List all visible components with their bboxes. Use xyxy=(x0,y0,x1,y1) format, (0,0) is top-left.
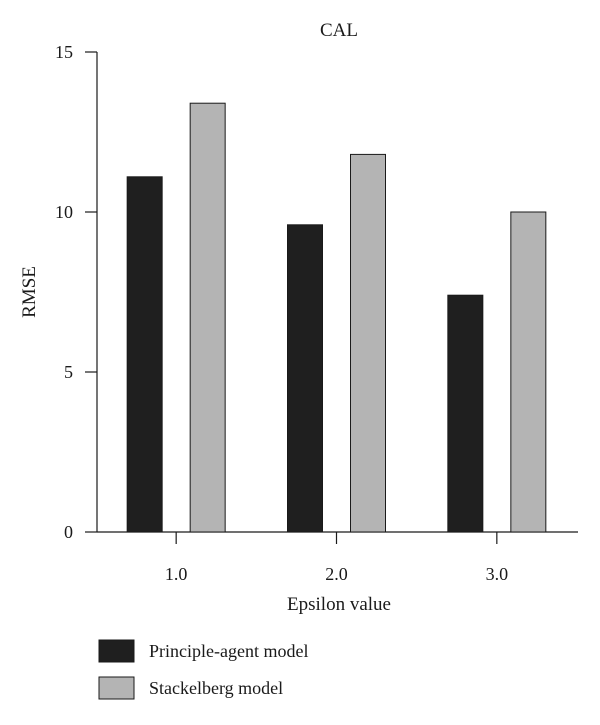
x-axis: 1.0 2.0 3.0 xyxy=(97,531,578,584)
bars xyxy=(126,102,547,533)
legend-swatch xyxy=(98,639,135,663)
bar-principle-agent-1-0 xyxy=(126,176,163,533)
bar-stackelberg-1-0 xyxy=(189,102,226,533)
y-tick-label: 0 xyxy=(64,522,73,542)
bar-stackelberg-3-0 xyxy=(510,211,547,533)
x-tick-label: 1.0 xyxy=(165,564,188,584)
x-axis-label: Epsilon value xyxy=(287,594,391,615)
legend: Principle-agent model Stackelberg model xyxy=(98,639,308,700)
x-tick-label: 2.0 xyxy=(325,564,348,584)
y-axis: 0 5 10 15 xyxy=(55,42,98,542)
legend-label: Principle-agent model xyxy=(149,641,308,661)
y-axis-label: RMSE xyxy=(19,266,40,318)
legend-label: Stackelberg model xyxy=(149,678,283,698)
legend-swatch xyxy=(98,676,135,700)
bar-principle-agent-3-0 xyxy=(447,294,484,533)
y-tick-label: 10 xyxy=(55,202,73,222)
x-tick-label: 3.0 xyxy=(486,564,509,584)
bar-principle-agent-2-0 xyxy=(287,224,323,533)
bar-stackelberg-2-0 xyxy=(350,153,386,533)
y-tick-label: 5 xyxy=(64,362,73,382)
y-tick-label: 15 xyxy=(55,42,73,62)
chart-title: CAL xyxy=(320,20,358,41)
